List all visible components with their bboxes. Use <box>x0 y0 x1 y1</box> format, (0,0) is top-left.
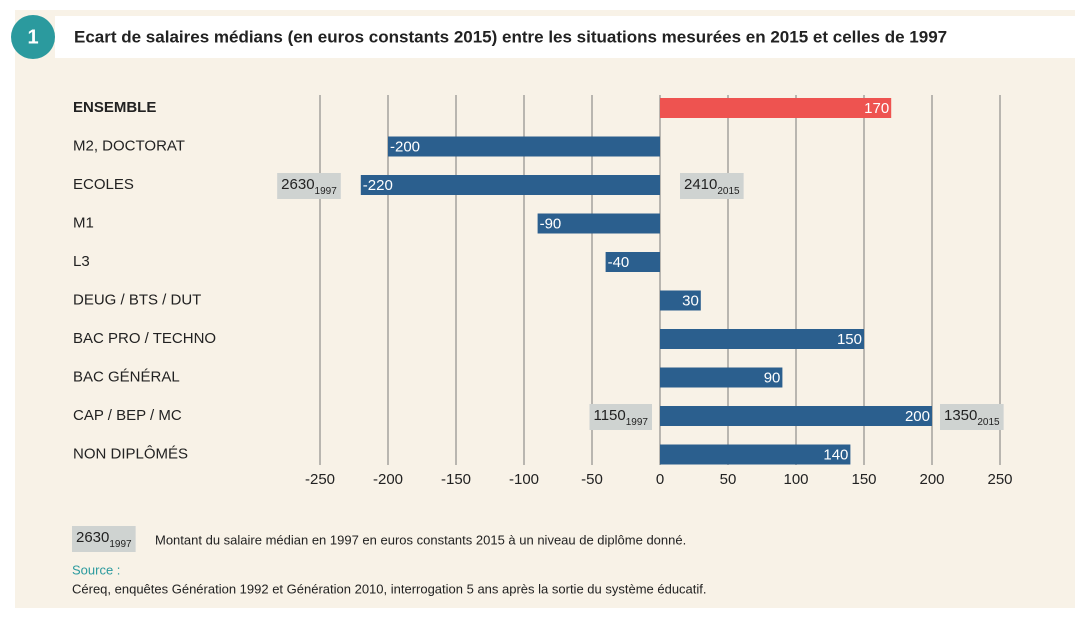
x-tick-label: -250 <box>305 471 335 488</box>
bar <box>605 252 660 272</box>
annotation-start-box <box>589 404 652 430</box>
x-tick-label: 100 <box>783 471 808 488</box>
annotation-end-box <box>680 173 744 199</box>
value-label: 150 <box>837 331 862 348</box>
annotation-start: 11501997 <box>589 404 652 430</box>
annotation-end: 24102015 <box>680 173 744 199</box>
bar <box>660 329 864 349</box>
annotation-end: 13502015 <box>940 404 1004 430</box>
y-tick-label: DEUG / BTS / DUT <box>73 291 201 308</box>
annotation-start-year: 1997 <box>626 417 649 428</box>
y-tick-label: L3 <box>73 253 90 270</box>
annotation-start-value: 1150 <box>593 407 625 424</box>
legend-sample-value: 2630 <box>76 529 109 546</box>
x-tick-label: 0 <box>656 471 664 488</box>
annotation-end-box <box>940 404 1004 430</box>
value-label: 170 <box>864 100 889 117</box>
annotation-end-year: 2015 <box>717 186 740 197</box>
source-text: Céreq, enquêtes Génération 1992 et Génér… <box>72 581 707 596</box>
bar <box>660 98 892 118</box>
annotation-end-year: 2015 <box>977 417 1000 428</box>
x-tick-label: -150 <box>441 471 471 488</box>
title-bar <box>55 16 1075 58</box>
bar <box>660 444 851 465</box>
x-tick-label: 50 <box>720 471 737 488</box>
x-tick-label: -100 <box>509 471 539 488</box>
x-tick-label: 150 <box>851 471 876 488</box>
legend-text: Montant du salaire médian en 1997 en eur… <box>155 532 686 547</box>
x-tick-label: -50 <box>581 471 603 488</box>
value-label: -90 <box>540 215 562 232</box>
bar <box>360 175 660 195</box>
y-tick-label: CAP / BEP / MC <box>73 407 182 424</box>
annotation-start-year: 1997 <box>315 186 338 197</box>
annotation-end-value: 1350 <box>944 407 977 424</box>
y-tick-label: BAC GÉNÉRAL <box>73 368 180 385</box>
badge-number: 1 <box>27 26 38 48</box>
annotation-start-text: 11501997 <box>593 407 648 428</box>
annotation-start: 26301997 <box>277 173 341 199</box>
value-label: 30 <box>682 292 699 309</box>
source-label: Source : <box>72 562 120 577</box>
annotation-end-text: 13502015 <box>944 407 1000 428</box>
value-label: -40 <box>608 254 630 271</box>
bar <box>660 406 932 426</box>
value-label: -200 <box>390 138 420 155</box>
legend-sample: 26301997 <box>72 526 136 552</box>
legend-sample-box <box>72 526 136 552</box>
panel <box>15 10 1075 608</box>
bar <box>537 213 660 234</box>
annotation-start-text: 26301997 <box>281 176 337 197</box>
chart-title: Ecart de salaires médians (en euros cons… <box>74 27 947 46</box>
badge <box>11 15 55 59</box>
x-tick-label: 200 <box>919 471 944 488</box>
x-tick-label: -200 <box>373 471 403 488</box>
value-label: 200 <box>905 408 930 425</box>
legend-sample-year: 1997 <box>109 539 132 550</box>
bar <box>660 367 783 388</box>
bar <box>388 136 660 157</box>
y-tick-label: M2, DOCTORAT <box>73 137 185 154</box>
y-tick-label: M1 <box>73 214 94 231</box>
annotation-start-box <box>277 173 341 199</box>
value-label: 90 <box>764 369 781 386</box>
annotation-end-text: 24102015 <box>684 176 740 197</box>
bar <box>660 290 701 311</box>
y-tick-label: ENSEMBLE <box>73 99 156 116</box>
y-tick-label: NON DIPLÔMÉS <box>73 445 188 462</box>
annotation-end-value: 2410 <box>684 176 717 193</box>
y-tick-label: BAC PRO / TECHNO <box>73 330 216 347</box>
legend-sample-text: 26301997 <box>76 529 132 550</box>
annotation-start-value: 2630 <box>281 176 314 193</box>
value-label: 140 <box>823 446 848 463</box>
value-label: -220 <box>363 177 393 194</box>
y-tick-label: ECOLES <box>73 176 134 193</box>
x-tick-label: 250 <box>987 471 1012 488</box>
